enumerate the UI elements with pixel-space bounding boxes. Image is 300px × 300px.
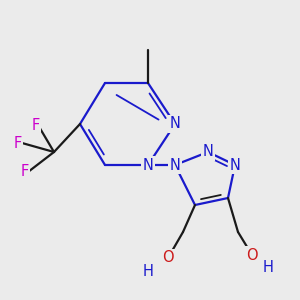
Text: N: N (142, 158, 153, 172)
Text: H: H (262, 260, 273, 274)
Text: N: N (230, 158, 240, 172)
Text: O: O (246, 248, 258, 262)
Text: F: F (21, 164, 29, 179)
Text: H: H (142, 265, 153, 280)
Text: N: N (169, 158, 180, 172)
Text: O: O (162, 250, 174, 266)
Text: N: N (202, 145, 213, 160)
Text: N: N (169, 116, 180, 131)
Text: F: F (14, 136, 22, 151)
Text: F: F (32, 118, 40, 133)
